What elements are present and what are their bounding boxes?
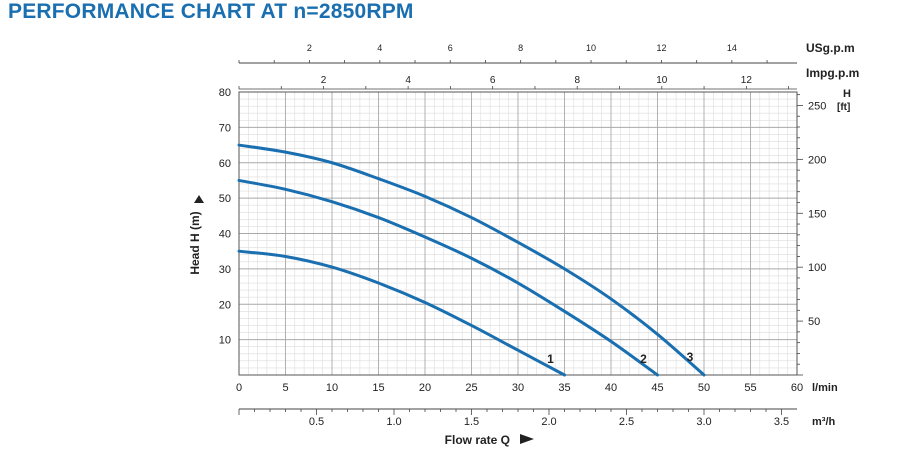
- impgpm-tick-label: 2: [321, 75, 327, 86]
- x-axis-arrow-icon: [520, 434, 534, 444]
- y-tick-label: 60: [219, 158, 231, 170]
- x-tick-label: 25: [465, 382, 477, 394]
- series-curve-1: [237, 249, 566, 377]
- secondary-axes: 2 4 6 8 10 12 14 USg.p.m2 4 6 8 10 12Impg.p.m5010015…: [238, 41, 859, 428]
- feet-tick-label: 200: [808, 154, 826, 166]
- y-tick-label: 40: [219, 229, 231, 241]
- plot-frame: [238, 91, 798, 376]
- impgpm-tick-label: 8: [574, 75, 580, 86]
- impgpm-tick-label: 6: [490, 75, 496, 86]
- impgpm-label: Impg.p.m: [806, 66, 859, 80]
- x-tick-label: 10: [326, 382, 338, 394]
- x-tick-label: 5: [282, 382, 288, 394]
- series-label-2: 2: [640, 352, 647, 366]
- feet-tick-label: 50: [808, 316, 820, 328]
- x-tick-label: 50: [698, 382, 710, 394]
- usgpm-tick-label: 6: [448, 43, 453, 53]
- x-axis-title: Flow rate Q: [445, 433, 510, 447]
- series-curve-2: [237, 178, 659, 377]
- x-tick-label: 15: [372, 382, 384, 394]
- usgpm-label: USg.p.m: [806, 41, 855, 55]
- series-layer: 1 2 3: [237, 143, 706, 377]
- axis-labels: 10 20 30 40 50 60 70 80 0 5 10 15 20 25 30 35 40 45 50 55 60…: [188, 87, 838, 447]
- x-tick-label: 20: [419, 382, 431, 394]
- m3h-tick-label: 2.0: [541, 416, 556, 428]
- x-tick-label: 30: [512, 382, 524, 394]
- chart-title: PERFORMANCE CHART AT n=2850RPM: [8, 0, 414, 23]
- x-tick-label: 45: [651, 382, 663, 394]
- impgpm-tick-label: 12: [741, 75, 753, 86]
- y-axis-title: Head H (m): [188, 211, 202, 274]
- x-tick-label: 35: [558, 382, 570, 394]
- x-tick-label: 60: [791, 382, 803, 394]
- x-tick-label: 40: [605, 382, 617, 394]
- y-tick-label: 70: [219, 122, 231, 134]
- usgpm-tick-label: 12: [656, 43, 666, 53]
- series-label-1: 1: [547, 352, 554, 366]
- usgpm-tick-label: 4: [377, 43, 382, 53]
- y-tick-label: 80: [219, 87, 231, 99]
- usgpm-tick-label: 10: [586, 43, 596, 53]
- y-axis-arrow-icon: [194, 195, 204, 203]
- x-tick-label: 55: [744, 382, 756, 394]
- feet-label-unit: [ft]: [837, 102, 850, 113]
- m3h-tick-label: 3.5: [774, 416, 789, 428]
- impgpm-tick-label: 10: [656, 75, 668, 86]
- series-label-3: 3: [687, 350, 694, 364]
- m3h-tick-label: 3.0: [696, 416, 711, 428]
- m3h-tick-label: 1.5: [464, 416, 479, 428]
- usgpm-tick-label: 8: [518, 43, 523, 53]
- y-tick-label: 30: [219, 264, 231, 276]
- series-curve-3: [237, 143, 706, 377]
- feet-tick-label: 150: [808, 208, 826, 220]
- usgpm-tick-label: 2: [307, 43, 312, 53]
- usgpm-tick-label: 14: [727, 43, 737, 53]
- y-tick-label: 50: [219, 193, 231, 205]
- x-unit-label: l/min: [812, 382, 838, 394]
- y-tick-label: 10: [219, 335, 231, 347]
- m3h-tick-label: 2.5: [619, 416, 634, 428]
- m3h-label: m³/h: [812, 416, 836, 428]
- feet-label-h: H: [843, 88, 851, 100]
- feet-tick-label: 100: [808, 262, 826, 274]
- m3h-tick-label: 0.5: [309, 416, 324, 428]
- impgpm-tick-label: 4: [405, 75, 411, 86]
- m3h-tick-label: 1.0: [386, 416, 401, 428]
- feet-tick-label: 250: [808, 100, 826, 112]
- axes: [238, 91, 798, 376]
- y-tick-label: 20: [219, 299, 231, 311]
- x-tick-label: 0: [236, 382, 242, 394]
